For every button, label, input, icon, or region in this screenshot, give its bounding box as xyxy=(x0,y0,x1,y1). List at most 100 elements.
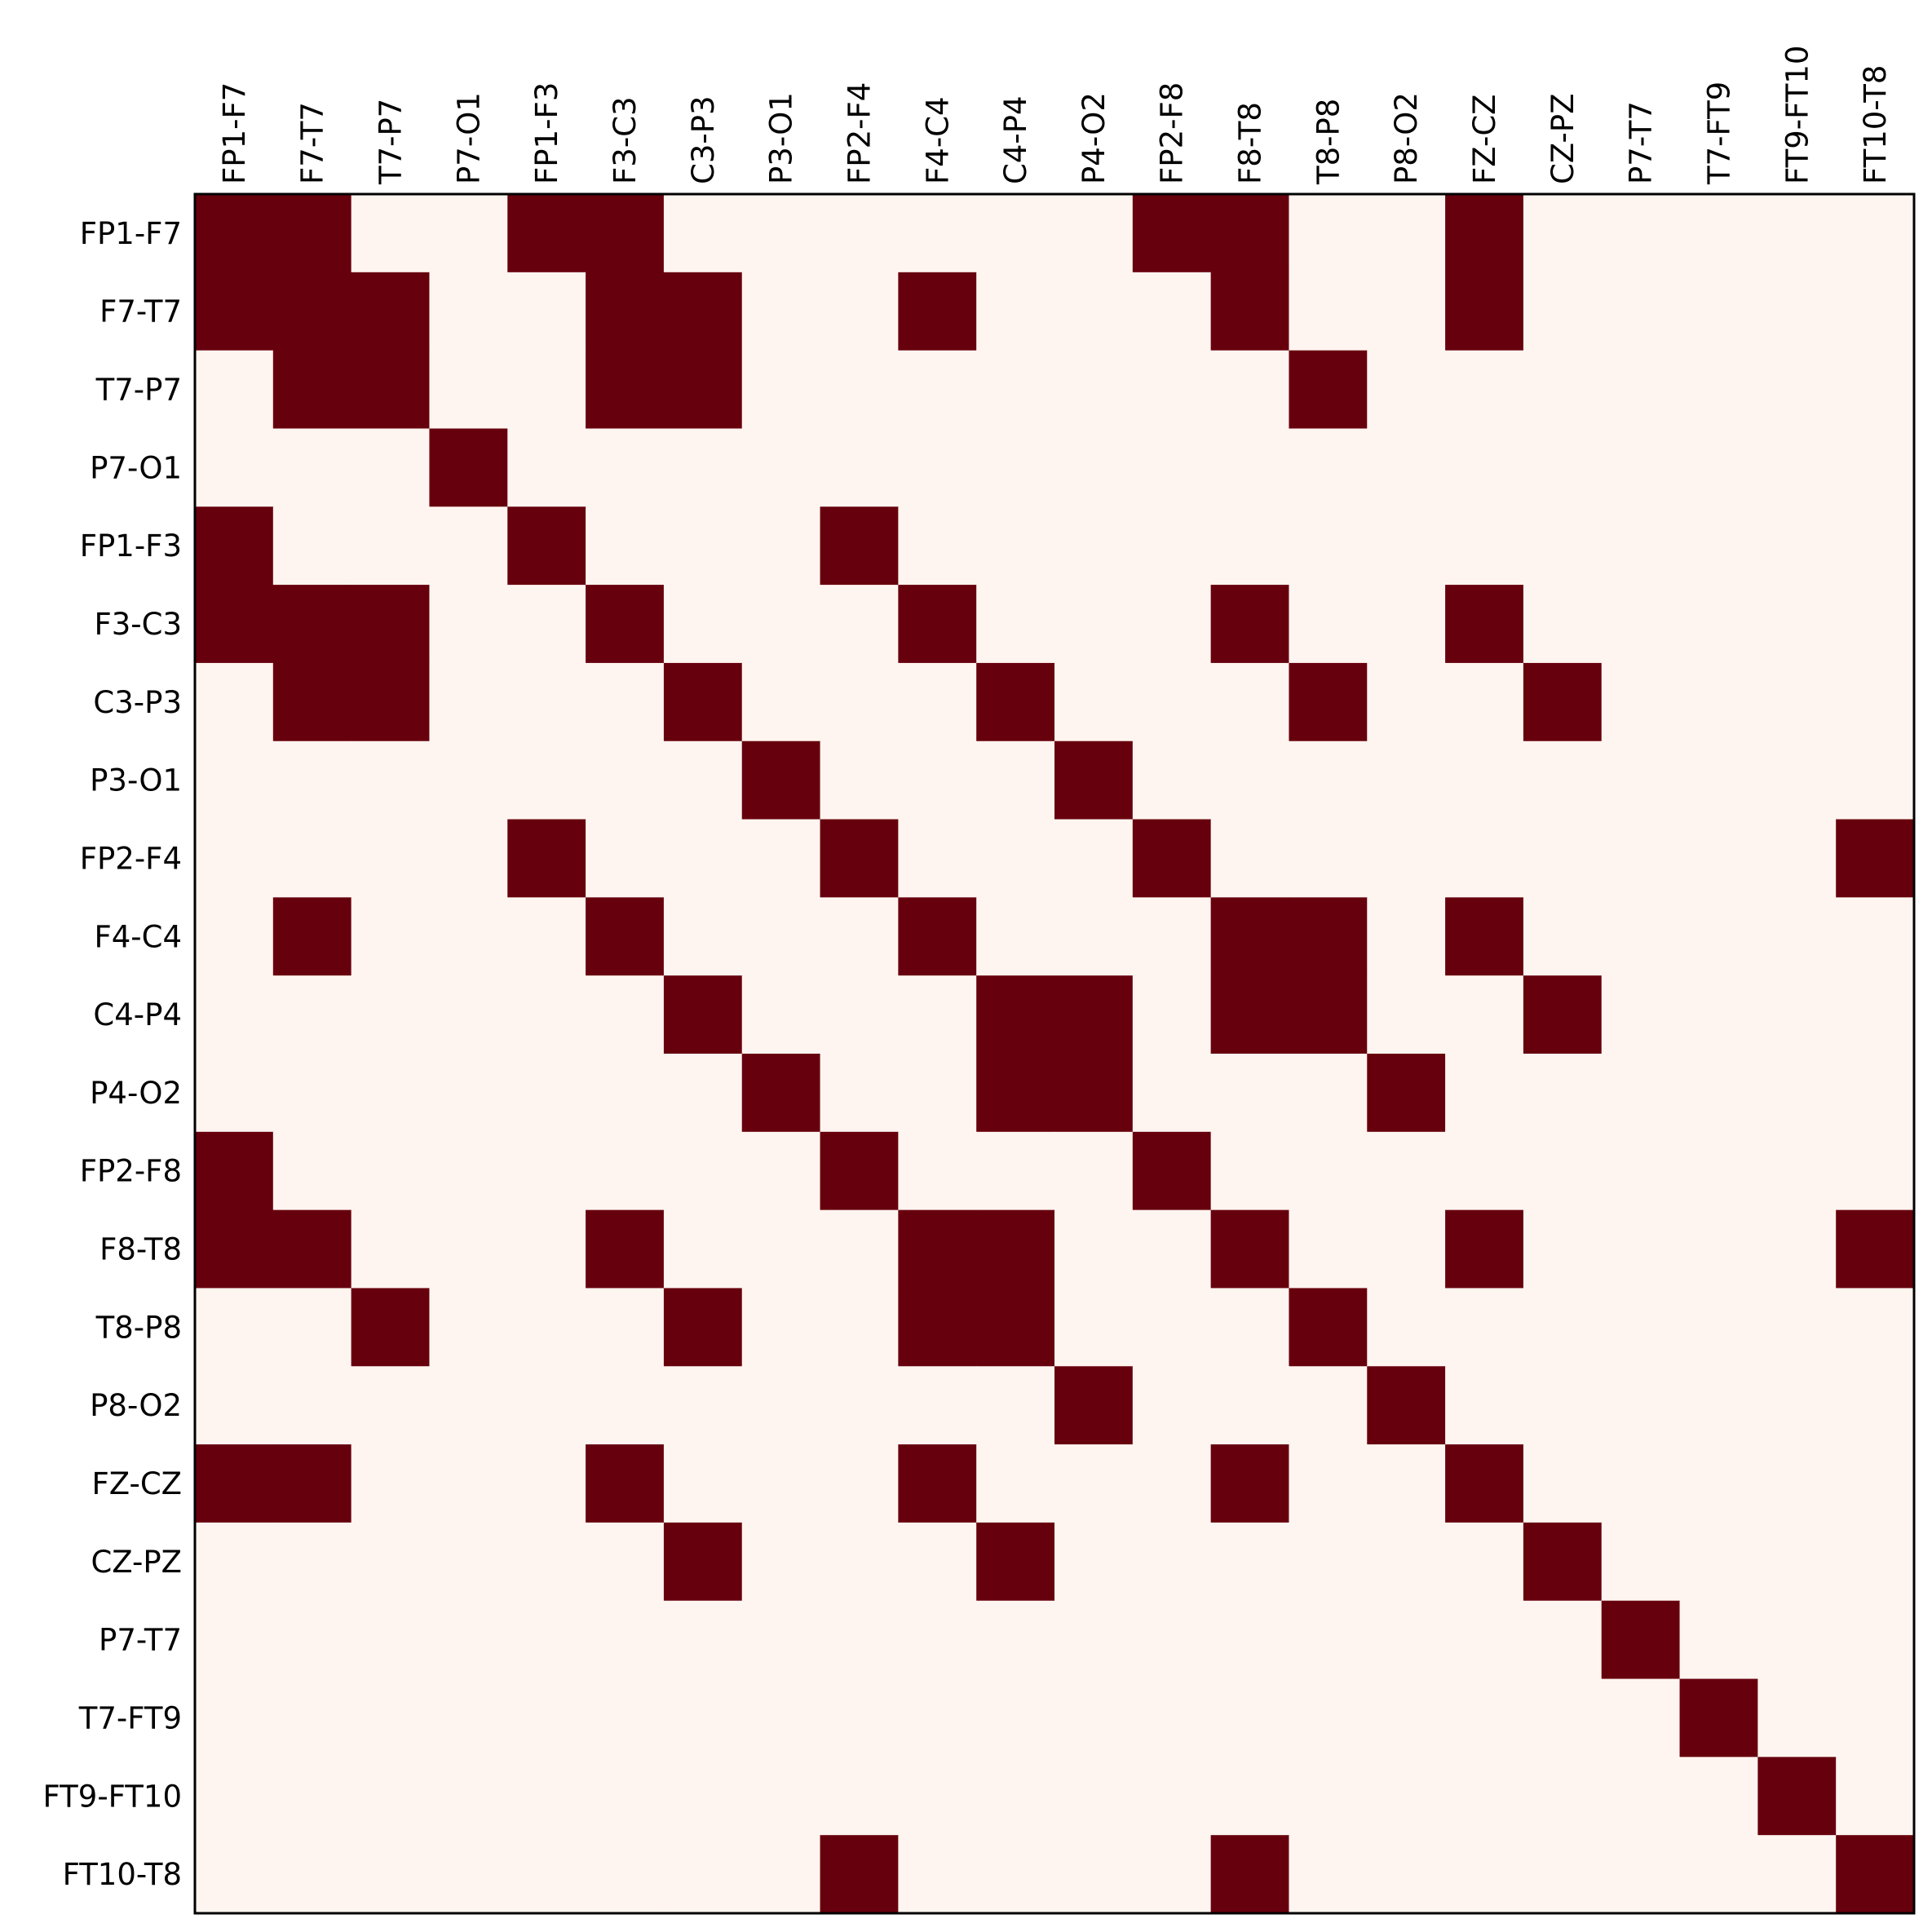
heatmap-cell-P7-O1-FP2-F8 xyxy=(1132,428,1212,507)
heatmap-cell-FP1-F7-F8-T8 xyxy=(1210,194,1290,273)
heatmap-cell-C4-P4-C4-P4 xyxy=(976,975,1055,1054)
heatmap-cell-FP2-F8-F4-C4 xyxy=(898,1131,977,1211)
y-tick-label-C4-P4: C4-P4 xyxy=(93,997,182,1032)
heatmap-cell-FT9-FT10-P4-O2 xyxy=(1054,1757,1134,1836)
heatmap-cell-C4-P4-P7-O1 xyxy=(429,975,508,1054)
heatmap-cell-F7-T7-C3-P3 xyxy=(663,272,743,351)
heatmap-cell-F3-C3-T7-P7 xyxy=(351,585,431,664)
heatmap-cell-F3-C3-F4-C4 xyxy=(898,585,977,664)
heatmap-cell-F4-C4-F4-C4 xyxy=(898,897,977,976)
heatmap-cell-P4-O2-P8-O2 xyxy=(1367,1054,1446,1133)
heatmap-cell-F8-T8-F7-T7 xyxy=(272,1209,352,1289)
heatmap-cell-T7-P7-FP2-F4 xyxy=(820,350,899,430)
heatmap-cell-P7-T7-F4-C4 xyxy=(898,1600,977,1680)
heatmap-cell-FZ-CZ-P7-O1 xyxy=(429,1444,508,1523)
heatmap-cell-P3-O1-T7-FT9 xyxy=(1679,741,1758,820)
heatmap-cell-P8-O2-C4-P4 xyxy=(976,1366,1055,1445)
heatmap-cell-P4-O2-FZ-CZ xyxy=(1445,1054,1524,1133)
heatmap-cell-T8-P8-FT9-FT10 xyxy=(1757,1288,1837,1367)
heatmap-cell-C3-P3-F3-C3 xyxy=(586,662,665,742)
x-tick-label-F8-T8: F8-T8 xyxy=(1233,102,1268,184)
heatmap-cell-T7-P7-P3-O1 xyxy=(741,350,821,430)
heatmap-cell-P3-O1-F7-T7 xyxy=(272,741,352,820)
heatmap-cell-P7-T7-T7-FT9 xyxy=(1679,1600,1758,1680)
y-tick-label-P7-O1: P7-O1 xyxy=(90,450,182,485)
heatmap-cell-F8-T8-FZ-CZ xyxy=(1445,1209,1524,1289)
heatmap-cell-F4-C4-C4-P4 xyxy=(976,897,1055,976)
heatmap-cell-P7-O1-P4-O2 xyxy=(1054,428,1134,507)
heatmap-cell-CZ-PZ-P4-O2 xyxy=(1054,1522,1134,1602)
heatmap-cell-F7-T7-FP2-F8 xyxy=(1132,272,1212,351)
heatmap-cell-FP2-F8-P4-O2 xyxy=(1054,1131,1134,1211)
y-tick-label-FT10-T8: FT10-T8 xyxy=(63,1857,182,1892)
heatmap-cell-FT10-T8-P4-O2 xyxy=(1054,1835,1134,1914)
x-tick-label-P8-O2: P8-O2 xyxy=(1389,92,1424,184)
heatmap-cell-FP2-F4-T7-FT9 xyxy=(1679,819,1758,898)
heatmap-cell-FZ-CZ-P4-O2 xyxy=(1054,1444,1134,1523)
heatmap-cell-FP1-F3-FZ-CZ xyxy=(1445,506,1524,586)
heatmap-cell-FP2-F4-F7-T7 xyxy=(272,819,352,898)
x-tick-label-FP1-F7: FP1-F7 xyxy=(217,82,252,184)
heatmap-cell-FP1-F7-FT9-FT10 xyxy=(1757,194,1837,273)
heatmap-cell-FZ-CZ-F3-C3 xyxy=(586,1444,665,1523)
heatmap-cell-FP2-F4-P8-O2 xyxy=(1367,819,1446,898)
heatmap-cell-F8-T8-FT10-T8 xyxy=(1836,1209,1915,1289)
heatmap-cell-FT10-T8-FP2-F8 xyxy=(1132,1835,1212,1914)
heatmap-cell-FZ-CZ-FT10-T8 xyxy=(1836,1444,1915,1523)
heatmap-cell-F3-C3-P7-T7 xyxy=(1601,585,1681,664)
heatmap-cell-F4-C4-C3-P3 xyxy=(663,897,743,976)
heatmap-cell-P4-O2-T7-FT9 xyxy=(1679,1054,1758,1133)
heatmap-cell-FP1-F7-FP2-F8 xyxy=(1132,194,1212,273)
heatmap-cell-FZ-CZ-FP1-F7 xyxy=(195,1444,274,1523)
y-tick-label-P8-O2: P8-O2 xyxy=(90,1388,182,1423)
heatmap-cell-T8-P8-F4-C4 xyxy=(898,1288,977,1367)
heatmap-cell-P7-O1-FZ-CZ xyxy=(1445,428,1524,507)
heatmap-cell-CZ-PZ-T8-P8 xyxy=(1289,1522,1368,1602)
heatmap-cell-P7-T7-F7-T7 xyxy=(272,1600,352,1680)
heatmap-cell-T8-P8-CZ-PZ xyxy=(1523,1288,1603,1367)
heatmap-cell-FT9-FT10-CZ-PZ xyxy=(1523,1757,1603,1836)
heatmap-cell-P3-O1-P8-O2 xyxy=(1367,741,1446,820)
heatmap-cell-F7-T7-F4-C4 xyxy=(898,272,977,351)
heatmap-cell-FP1-F3-T7-P7 xyxy=(351,506,431,586)
heatmap-cell-P4-O2-C3-P3 xyxy=(663,1054,743,1133)
heatmap-cell-FT10-T8-C4-P4 xyxy=(976,1835,1055,1914)
heatmap-cell-C4-P4-FT9-FT10 xyxy=(1757,975,1837,1054)
heatmap-cell-FP2-F4-FP2-F8 xyxy=(1132,819,1212,898)
heatmap-cell-FT10-T8-FZ-CZ xyxy=(1445,1835,1524,1914)
heatmap-cell-FP2-F8-P3-O1 xyxy=(741,1131,821,1211)
heatmap-cell-F8-T8-P7-O1 xyxy=(429,1209,508,1289)
heatmap-cell-FT9-FT10-FT9-FT10 xyxy=(1757,1757,1837,1836)
y-tick-labels: FP1-F7 F7-T7 T7-P7 P7-O1 FP1-F3 F3-C3 C3-P3 P3-… xyxy=(43,216,182,1892)
heatmap-cell-FP2-F4-C4-P4 xyxy=(976,819,1055,898)
heatmap-cell-F7-T7-FT10-T8 xyxy=(1836,272,1915,351)
heatmap-cell-P7-O1-C4-P4 xyxy=(976,428,1055,507)
heatmap-cell-FP2-F8-T7-FT9 xyxy=(1679,1131,1758,1211)
heatmap-cell-FT9-FT10-FP1-F3 xyxy=(507,1757,586,1836)
heatmap-cell-C3-P3-P8-O2 xyxy=(1367,662,1446,742)
heatmap-cell-T7-FT9-F8-T8 xyxy=(1210,1678,1290,1757)
heatmap-cell-FP2-F8-FP2-F4 xyxy=(820,1131,899,1211)
heatmap-cell-P4-O2-P4-O2 xyxy=(1054,1054,1134,1133)
heatmap-cell-T8-P8-FP1-F3 xyxy=(507,1288,586,1367)
heatmap-cell-P4-O2-FP1-F3 xyxy=(507,1054,586,1133)
heatmap-cell-P8-O2-C3-P3 xyxy=(663,1366,743,1445)
heatmap-cell-T8-P8-P7-O1 xyxy=(429,1288,508,1367)
heatmap-cell-FP1-F7-FP2-F4 xyxy=(820,194,899,273)
heatmap-cell-F4-C4-FP1-F7 xyxy=(195,897,274,976)
heatmap-cell-FP1-F7-F3-C3 xyxy=(586,194,665,273)
heatmap-cell-P8-O2-FP1-F3 xyxy=(507,1366,586,1445)
heatmap-cell-FT9-FT10-C4-P4 xyxy=(976,1757,1055,1836)
heatmap-cell-T7-FT9-FZ-CZ xyxy=(1445,1678,1524,1757)
heatmap-cell-C4-P4-P4-O2 xyxy=(1054,975,1134,1054)
heatmap-cell-F8-T8-P4-O2 xyxy=(1054,1209,1134,1289)
heatmap-cell-CZ-PZ-T7-P7 xyxy=(351,1522,431,1602)
heatmap-cell-FZ-CZ-C3-P3 xyxy=(663,1444,743,1523)
heatmap-cell-FT10-T8-F3-C3 xyxy=(586,1835,665,1914)
y-tick-label-FP1-F3: FP1-F3 xyxy=(80,528,182,564)
heatmap-cell-FP1-F3-F4-C4 xyxy=(898,506,977,586)
heatmap-cell-F3-C3-F8-T8 xyxy=(1210,585,1290,664)
heatmap-cell-P4-O2-T7-P7 xyxy=(351,1054,431,1133)
heatmap-cell-C4-P4-F4-C4 xyxy=(898,975,977,1054)
heatmap-cell-FP2-F4-P4-O2 xyxy=(1054,819,1134,898)
